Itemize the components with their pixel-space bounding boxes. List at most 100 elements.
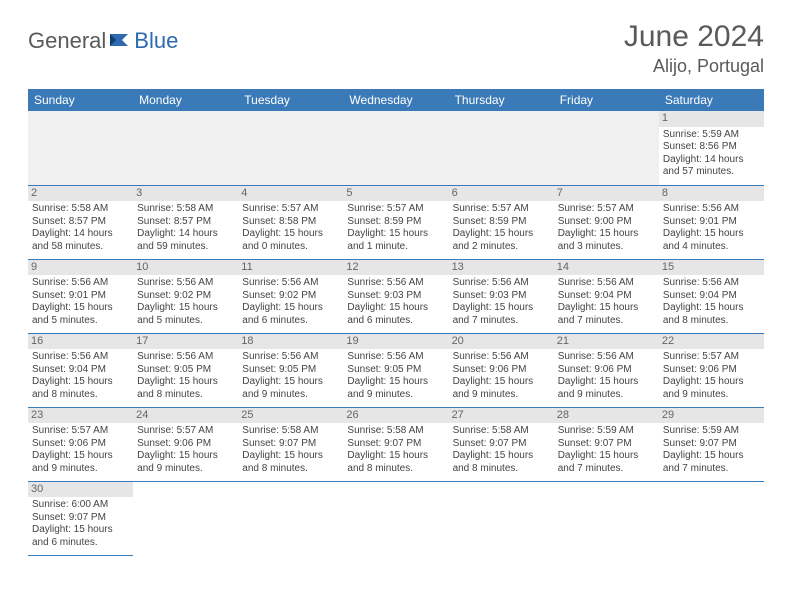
calendar-empty bbox=[659, 481, 764, 555]
day-number: 19 bbox=[343, 334, 448, 350]
calendar-table: SundayMondayTuesdayWednesdayThursdayFrid… bbox=[28, 89, 764, 556]
calendar-day: 15Sunrise: 5:56 AMSunset: 9:04 PMDayligh… bbox=[659, 259, 764, 333]
sunset-text: Sunset: 9:05 PM bbox=[347, 364, 444, 377]
calendar-day: 21Sunrise: 5:56 AMSunset: 9:06 PMDayligh… bbox=[554, 333, 659, 407]
page-header: General Blue June 2024 Alijo, Portugal bbox=[28, 20, 764, 77]
weekday-tuesday: Tuesday bbox=[238, 89, 343, 111]
sunset-text: Sunset: 9:07 PM bbox=[453, 438, 550, 451]
calendar-empty bbox=[133, 481, 238, 555]
sunrise-text: Sunrise: 5:57 AM bbox=[663, 351, 760, 364]
daylight-text: Daylight: 15 hours and 6 minutes. bbox=[347, 302, 444, 327]
calendar-day: 8Sunrise: 5:56 AMSunset: 9:01 PMDaylight… bbox=[659, 185, 764, 259]
sunrise-text: Sunrise: 5:57 AM bbox=[558, 203, 655, 216]
sunset-text: Sunset: 9:02 PM bbox=[242, 290, 339, 303]
day-number: 1 bbox=[659, 111, 764, 127]
daylight-text: Daylight: 15 hours and 4 minutes. bbox=[663, 228, 760, 253]
daylight-text: Daylight: 15 hours and 9 minutes. bbox=[347, 376, 444, 401]
calendar-day: 25Sunrise: 5:58 AMSunset: 9:07 PMDayligh… bbox=[238, 407, 343, 481]
calendar-day: 29Sunrise: 5:59 AMSunset: 9:07 PMDayligh… bbox=[659, 407, 764, 481]
calendar-day: 18Sunrise: 5:56 AMSunset: 9:05 PMDayligh… bbox=[238, 333, 343, 407]
calendar-empty bbox=[238, 111, 343, 185]
calendar-row: 16Sunrise: 5:56 AMSunset: 9:04 PMDayligh… bbox=[28, 333, 764, 407]
daylight-text: Daylight: 15 hours and 9 minutes. bbox=[663, 376, 760, 401]
day-number: 3 bbox=[133, 186, 238, 202]
calendar-day: 3Sunrise: 5:58 AMSunset: 8:57 PMDaylight… bbox=[133, 185, 238, 259]
sunset-text: Sunset: 9:06 PM bbox=[558, 364, 655, 377]
daylight-text: Daylight: 15 hours and 8 minutes. bbox=[242, 450, 339, 475]
daylight-text: Daylight: 15 hours and 8 minutes. bbox=[137, 376, 234, 401]
calendar-day: 4Sunrise: 5:57 AMSunset: 8:58 PMDaylight… bbox=[238, 185, 343, 259]
sunset-text: Sunset: 9:06 PM bbox=[453, 364, 550, 377]
flag-icon bbox=[110, 32, 132, 53]
daylight-text: Daylight: 15 hours and 7 minutes. bbox=[453, 302, 550, 327]
title-block: June 2024 Alijo, Portugal bbox=[624, 20, 764, 77]
sunrise-text: Sunrise: 6:00 AM bbox=[32, 499, 129, 512]
sunrise-text: Sunrise: 5:56 AM bbox=[242, 351, 339, 364]
calendar-day: 7Sunrise: 5:57 AMSunset: 9:00 PMDaylight… bbox=[554, 185, 659, 259]
daylight-text: Daylight: 15 hours and 8 minutes. bbox=[663, 302, 760, 327]
calendar-empty bbox=[28, 111, 133, 185]
calendar-empty bbox=[449, 481, 554, 555]
day-number: 8 bbox=[659, 186, 764, 202]
sunrise-text: Sunrise: 5:56 AM bbox=[242, 277, 339, 290]
weekday-monday: Monday bbox=[133, 89, 238, 111]
daylight-text: Daylight: 14 hours and 59 minutes. bbox=[137, 228, 234, 253]
sunset-text: Sunset: 9:07 PM bbox=[32, 512, 129, 525]
calendar-day: 5Sunrise: 5:57 AMSunset: 8:59 PMDaylight… bbox=[343, 185, 448, 259]
day-number: 11 bbox=[238, 260, 343, 276]
sunrise-text: Sunrise: 5:58 AM bbox=[137, 203, 234, 216]
weekday-friday: Friday bbox=[554, 89, 659, 111]
calendar-body: 1Sunrise: 5:59 AMSunset: 8:56 PMDaylight… bbox=[28, 111, 764, 555]
day-number: 15 bbox=[659, 260, 764, 276]
sunrise-text: Sunrise: 5:57 AM bbox=[137, 425, 234, 438]
day-number: 22 bbox=[659, 334, 764, 350]
sunrise-text: Sunrise: 5:56 AM bbox=[663, 277, 760, 290]
day-number: 21 bbox=[554, 334, 659, 350]
daylight-text: Daylight: 15 hours and 6 minutes. bbox=[242, 302, 339, 327]
sunrise-text: Sunrise: 5:56 AM bbox=[347, 277, 444, 290]
sunrise-text: Sunrise: 5:58 AM bbox=[347, 425, 444, 438]
sunrise-text: Sunrise: 5:56 AM bbox=[558, 351, 655, 364]
sunrise-text: Sunrise: 5:57 AM bbox=[347, 203, 444, 216]
sunrise-text: Sunrise: 5:56 AM bbox=[453, 351, 550, 364]
calendar-empty bbox=[133, 111, 238, 185]
day-number: 14 bbox=[554, 260, 659, 276]
day-number: 23 bbox=[28, 408, 133, 424]
calendar-empty bbox=[554, 111, 659, 185]
location-label: Alijo, Portugal bbox=[624, 56, 764, 77]
daylight-text: Daylight: 15 hours and 0 minutes. bbox=[242, 228, 339, 253]
weekday-thursday: Thursday bbox=[449, 89, 554, 111]
day-number: 7 bbox=[554, 186, 659, 202]
calendar-day: 22Sunrise: 5:57 AMSunset: 9:06 PMDayligh… bbox=[659, 333, 764, 407]
sunrise-text: Sunrise: 5:56 AM bbox=[347, 351, 444, 364]
sunrise-text: Sunrise: 5:56 AM bbox=[663, 203, 760, 216]
calendar-empty bbox=[343, 481, 448, 555]
sunrise-text: Sunrise: 5:56 AM bbox=[32, 277, 129, 290]
sunset-text: Sunset: 9:07 PM bbox=[663, 438, 760, 451]
calendar-empty bbox=[238, 481, 343, 555]
sunset-text: Sunset: 9:06 PM bbox=[137, 438, 234, 451]
sunrise-text: Sunrise: 5:59 AM bbox=[663, 129, 760, 142]
weekday-saturday: Saturday bbox=[659, 89, 764, 111]
sunset-text: Sunset: 8:57 PM bbox=[32, 216, 129, 229]
calendar-day: 13Sunrise: 5:56 AMSunset: 9:03 PMDayligh… bbox=[449, 259, 554, 333]
day-number: 17 bbox=[133, 334, 238, 350]
sunrise-text: Sunrise: 5:57 AM bbox=[32, 425, 129, 438]
sunrise-text: Sunrise: 5:57 AM bbox=[453, 203, 550, 216]
sunrise-text: Sunrise: 5:58 AM bbox=[32, 203, 129, 216]
day-number: 18 bbox=[238, 334, 343, 350]
sunrise-text: Sunrise: 5:56 AM bbox=[137, 351, 234, 364]
sunset-text: Sunset: 8:59 PM bbox=[453, 216, 550, 229]
daylight-text: Daylight: 15 hours and 9 minutes. bbox=[558, 376, 655, 401]
sunset-text: Sunset: 9:00 PM bbox=[558, 216, 655, 229]
daylight-text: Daylight: 15 hours and 5 minutes. bbox=[137, 302, 234, 327]
sunset-text: Sunset: 9:07 PM bbox=[558, 438, 655, 451]
sunset-text: Sunset: 9:06 PM bbox=[32, 438, 129, 451]
daylight-text: Daylight: 15 hours and 9 minutes. bbox=[453, 376, 550, 401]
calendar-day: 14Sunrise: 5:56 AMSunset: 9:04 PMDayligh… bbox=[554, 259, 659, 333]
calendar-row: 23Sunrise: 5:57 AMSunset: 9:06 PMDayligh… bbox=[28, 407, 764, 481]
daylight-text: Daylight: 14 hours and 58 minutes. bbox=[32, 228, 129, 253]
day-number: 27 bbox=[449, 408, 554, 424]
calendar-day: 10Sunrise: 5:56 AMSunset: 9:02 PMDayligh… bbox=[133, 259, 238, 333]
calendar-empty bbox=[343, 111, 448, 185]
